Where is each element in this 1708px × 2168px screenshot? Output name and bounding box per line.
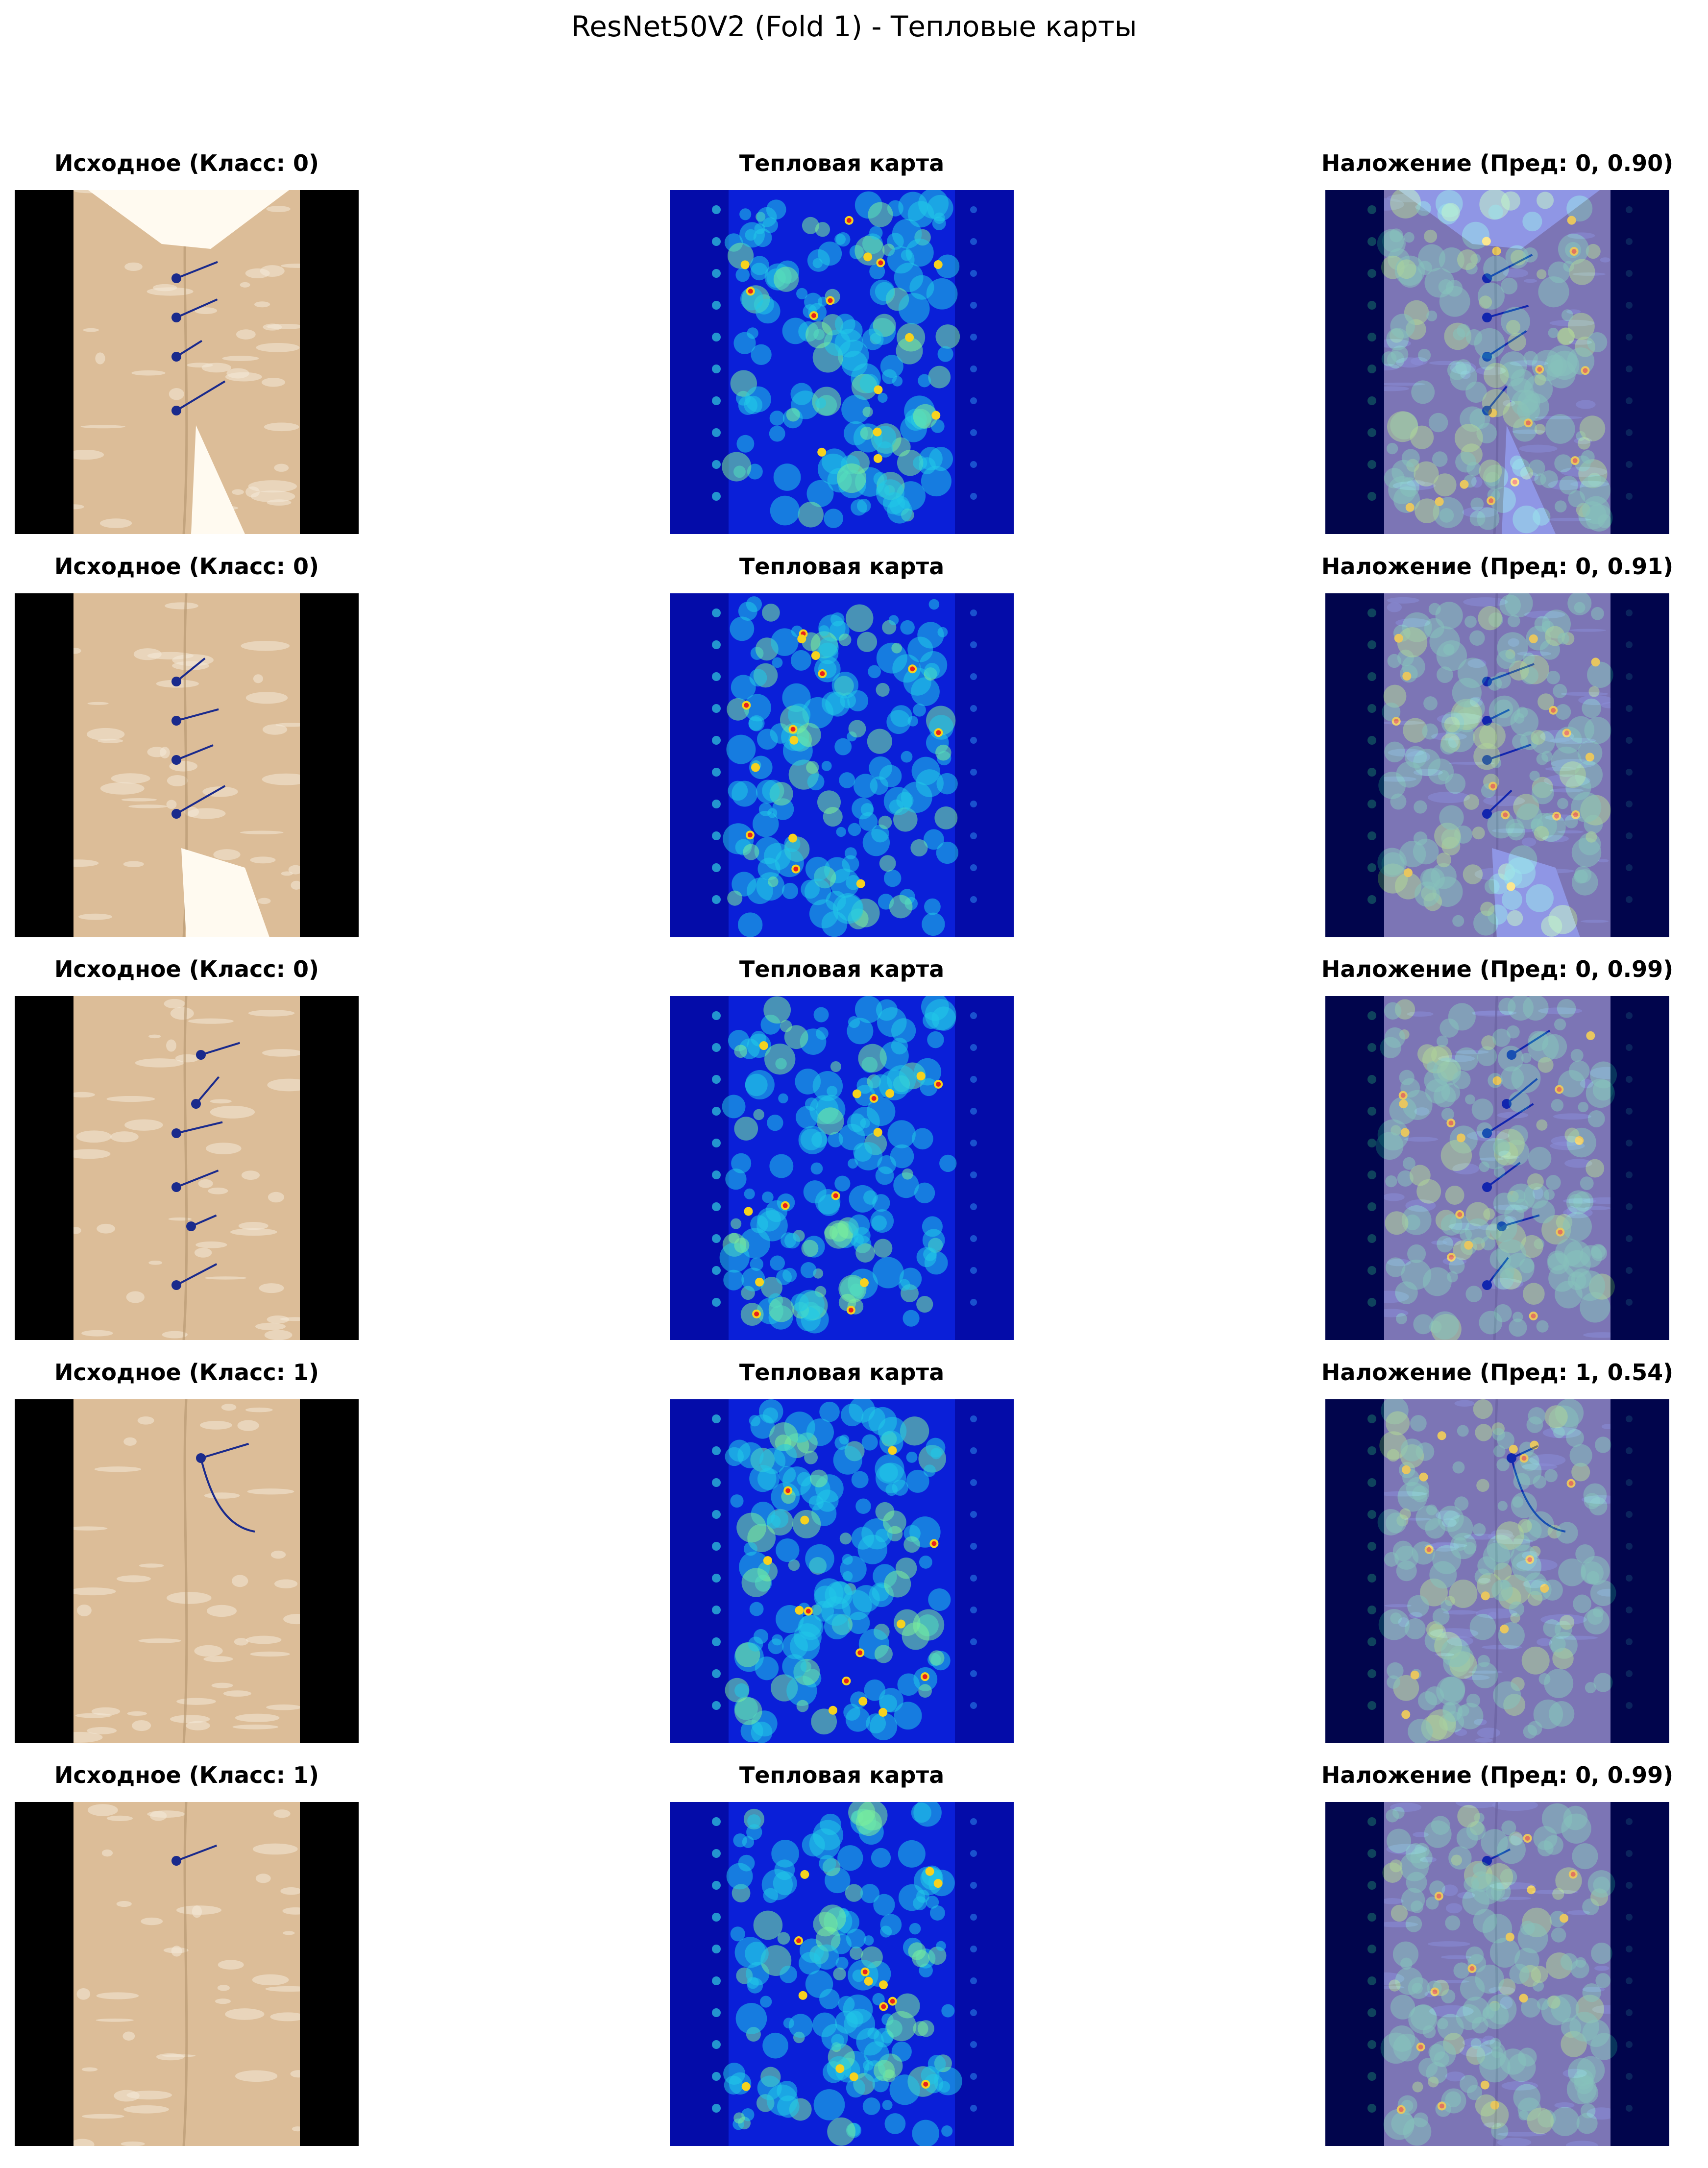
- overlay-image: [1325, 190, 1669, 534]
- original-image-graphic: [15, 1802, 359, 2146]
- overlay-image: [1325, 1399, 1669, 1743]
- original-image-graphic: [15, 593, 359, 937]
- overlay-image-graphic: [1325, 1802, 1669, 2146]
- original-image-graphic: [15, 996, 359, 1340]
- original-title: Исходное (Класс: 0): [54, 956, 319, 982]
- heatmap-image: [670, 190, 1014, 534]
- heatmap-title: Тепловая карта: [739, 1762, 945, 1788]
- heatmap-image: [670, 1802, 1014, 2146]
- overlay-image-graphic: [1325, 593, 1669, 937]
- overlay-title: Наложение (Пред: 0, 0.91): [1321, 553, 1674, 580]
- figure-title: ResNet50V2 (Fold 1) - Тепловые карты: [571, 10, 1137, 43]
- overlay-image-graphic: [1325, 996, 1669, 1340]
- original-image-graphic: [15, 190, 359, 534]
- overlay-image: [1325, 593, 1669, 937]
- heatmap-image: [670, 593, 1014, 937]
- heatmap-image-graphic: [670, 996, 1014, 1340]
- heatmap-image-graphic: [670, 1802, 1014, 2146]
- original-image-graphic: [15, 1399, 359, 1743]
- overlay-title: Наложение (Пред: 0, 0.90): [1321, 150, 1674, 176]
- original-image: [15, 593, 359, 937]
- overlay-title: Наложение (Пред: 1, 0.54): [1321, 1359, 1674, 1386]
- overlay-title: Наложение (Пред: 0, 0.99): [1321, 1762, 1674, 1788]
- original-title: Исходное (Класс: 1): [54, 1762, 319, 1788]
- original-image: [15, 1399, 359, 1743]
- heatmap-image: [670, 996, 1014, 1340]
- heatmap-image-graphic: [670, 593, 1014, 937]
- heatmap-image: [670, 1399, 1014, 1743]
- heatmap-title: Тепловая карта: [739, 1359, 945, 1386]
- overlay-image: [1325, 1802, 1669, 2146]
- original-image: [15, 1802, 359, 2146]
- heatmap-title: Тепловая карта: [739, 956, 945, 982]
- original-image: [15, 190, 359, 534]
- overlay-title: Наложение (Пред: 0, 0.99): [1321, 956, 1674, 982]
- heatmap-title: Тепловая карта: [739, 150, 945, 176]
- overlay-image-graphic: [1325, 1399, 1669, 1743]
- overlay-image: [1325, 996, 1669, 1340]
- original-title: Исходное (Класс: 1): [54, 1359, 319, 1386]
- original-title: Исходное (Класс: 0): [54, 553, 319, 580]
- heatmap-title: Тепловая карта: [739, 553, 945, 580]
- heatmap-image-graphic: [670, 190, 1014, 534]
- overlay-image-graphic: [1325, 190, 1669, 534]
- original-image: [15, 996, 359, 1340]
- original-title: Исходное (Класс: 0): [54, 150, 319, 176]
- heatmap-image-graphic: [670, 1399, 1014, 1743]
